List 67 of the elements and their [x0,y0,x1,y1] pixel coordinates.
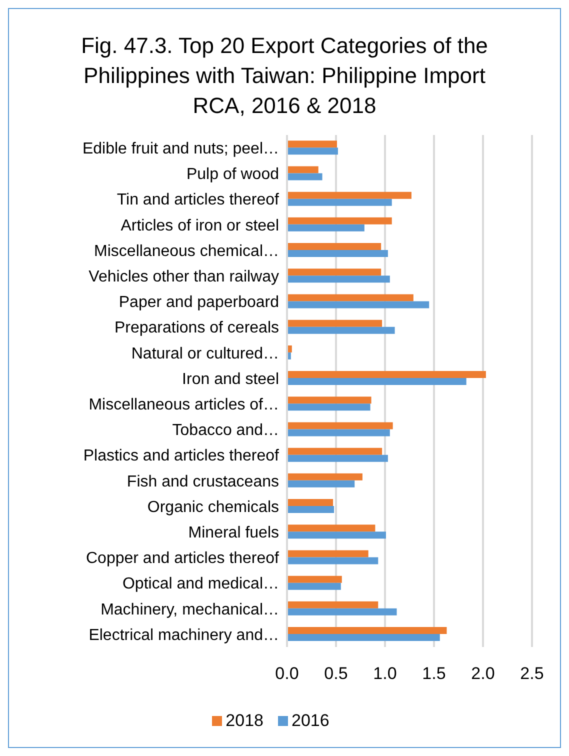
bar [287,473,362,480]
bar [287,198,392,206]
y-tick-label: Tobacco and… [172,422,279,440]
bar [287,326,395,334]
bar [287,301,430,308]
chart-title: Fig. 47.3. Top 20 Export Categories of the Philippines with Taiwan: Philippine Import RCA, 2016 & 2018 [80,32,489,120]
bar [287,320,382,327]
y-tick-label: Pulp of wood [186,166,279,184]
y-tick-label: Vehicles other than railway [88,268,279,286]
y-tick-label: Miscellaneous chemical… [94,242,279,260]
x-tick-label: 0.5 [324,664,348,684]
x-tick-label: 2.0 [471,664,495,684]
x-tick-label: 1.0 [373,664,397,684]
x-tick-label: 1.5 [422,664,446,684]
bar [287,166,318,174]
bar [287,506,334,514]
bar [287,550,368,558]
bar [287,396,372,404]
y-tick-label: Iron and steel [182,370,279,388]
bar [287,608,397,616]
y-tick-label: Mineral fuels [188,524,279,542]
bar [287,140,337,148]
y-tick-label: Miscellaneous articles of… [88,396,279,414]
bar [287,634,440,642]
y-tick-label: Plastics and articles thereof [83,448,280,465]
y-tick-label: Machinery, mechanical… [100,601,279,618]
bar [287,243,382,250]
bar [287,422,393,430]
bar [287,454,388,462]
bar [287,378,466,386]
bar [287,404,370,411]
y-tick-label: Articles of iron or steel [120,217,279,234]
bar [287,499,334,506]
y-tick-label: Paper and paperboard [118,294,279,312]
bar [287,173,322,180]
x-tick-label: 2.5 [520,664,544,684]
y-tick-label: Edible fruit and nuts; peel… [82,140,279,158]
y-tick-label: Tin and articles thereof [116,192,280,209]
legend-label: 2018 [226,711,264,731]
y-tick-label: Organic chemicals [147,498,279,516]
bar [287,601,378,608]
bar [287,217,392,224]
bar [287,448,382,455]
legend-label: 2016 [292,711,330,731]
y-tick-label: Natural or cultured… [131,345,279,362]
bar [287,532,386,539]
bar [287,480,355,488]
bar [287,294,414,302]
bar [287,429,390,436]
bar [287,148,338,155]
y-tick-label: Copper and articles thereof [86,550,280,568]
y-tick-label: Fish and crustaceans [126,473,279,490]
bar [287,268,382,276]
bar [287,371,486,378]
y-tick-label: Electrical machinery and… [88,626,279,644]
bar [287,276,390,283]
bar [287,224,364,232]
bar [287,576,342,583]
y-tick-label: Optical and medical… [122,576,279,593]
bar [287,582,341,590]
bar [287,557,378,564]
bar [287,524,376,532]
y-tick-label: Preparations of cereals [114,320,279,337]
bar [287,192,412,199]
x-tick-label: 0.0 [275,664,299,684]
bar [287,627,447,634]
bar [287,250,388,258]
